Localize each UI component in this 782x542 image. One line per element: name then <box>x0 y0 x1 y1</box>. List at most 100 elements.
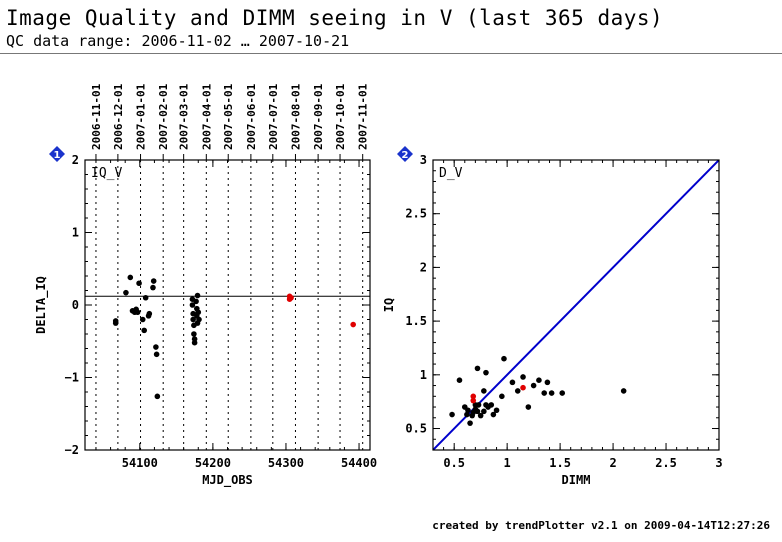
data-point <box>483 369 489 376</box>
data-point <box>150 284 156 291</box>
data-point <box>475 402 482 408</box>
page-subtitle: QC data range: 2006-11-02 … 2007-10-21 <box>6 32 350 50</box>
data-point <box>474 365 481 372</box>
data-point <box>191 339 198 346</box>
data-point <box>141 327 147 334</box>
data-point <box>481 388 487 394</box>
data-point <box>153 344 159 350</box>
data-point <box>477 412 484 419</box>
x-tick-label: 54200 <box>195 456 231 470</box>
data-point <box>467 420 473 426</box>
plot-frame <box>84 159 371 451</box>
data-point <box>525 404 532 410</box>
panel-label: D_V <box>439 166 463 181</box>
data-point <box>449 411 455 418</box>
data-point <box>470 393 477 400</box>
y-tick-label: −2 <box>65 443 79 457</box>
panel-label: IQ_V <box>91 166 122 181</box>
x-tick-label: 0.5 <box>443 456 465 470</box>
data-point <box>520 374 526 380</box>
plot-frame <box>432 159 720 451</box>
data-point <box>190 316 196 323</box>
date-tick-label: 2007-07-01 <box>267 83 280 150</box>
x-axis-label: DIMM <box>562 473 591 487</box>
date-tick-label: 2007-11-01 <box>357 83 370 150</box>
chart-panel-1: 2006-11-01 2006-12-01 2007-01-01 2007-02-01… <box>34 83 377 488</box>
data-point <box>456 377 463 383</box>
chart-panel-2: 0.5 1 1.5 2 2.5 3 0.5 1 1.5 2 2.5 3 DIMM IQ D_V 2 <box>382 146 723 487</box>
x-tick-label: 54100 <box>122 456 158 470</box>
date-tick-label: 2007-09-01 <box>312 83 325 150</box>
data-point <box>153 351 160 358</box>
date-tick-label: 2007-10-01 <box>334 83 347 150</box>
data-point <box>195 309 202 316</box>
data-point <box>150 278 157 284</box>
date-tick-label: 2007-06-01 <box>245 83 258 150</box>
y-tick-label: 1 <box>72 226 79 240</box>
x-tick-label: 1 <box>504 456 511 470</box>
data-point <box>544 379 551 386</box>
data-point <box>154 393 161 400</box>
y-tick-label: 2 <box>420 260 427 274</box>
data-point <box>474 408 481 415</box>
data-point <box>520 384 526 391</box>
x-tick-label: 2.5 <box>655 456 677 470</box>
page-title: Image Quality and DIMM seeing in V (last… <box>6 6 664 30</box>
date-tick-label: 2006-12-01 <box>112 83 125 150</box>
data-point <box>146 310 153 317</box>
data-point <box>142 294 149 301</box>
y-axis-label: IQ <box>382 298 396 312</box>
header-divider <box>0 53 782 54</box>
data-point <box>470 397 477 404</box>
x-tick-label: 1.5 <box>549 456 571 470</box>
data-point <box>465 407 471 414</box>
data-point <box>127 274 134 281</box>
data-point <box>189 302 196 308</box>
data-point <box>530 382 537 389</box>
data-point <box>193 298 199 305</box>
date-tick-label: 2007-04-01 <box>200 83 213 150</box>
panel-badge-diamond <box>49 146 65 162</box>
date-tick-label: 2007-03-01 <box>178 83 191 150</box>
x-tick-label: 54300 <box>268 456 304 470</box>
data-point <box>350 321 356 328</box>
data-point <box>139 316 146 323</box>
date-tick-label: 2007-02-01 <box>157 83 170 150</box>
y-tick-label: −1 <box>65 371 79 385</box>
data-point <box>464 411 470 418</box>
y-tick-label: 2.5 <box>405 207 427 221</box>
x-tick-label: 3 <box>715 456 722 470</box>
data-point <box>123 289 129 296</box>
data-point <box>191 331 197 337</box>
y-tick-label: 0.5 <box>405 422 427 436</box>
data-point <box>536 377 542 383</box>
data-point <box>288 294 294 301</box>
panel-badge-diamond <box>397 146 413 162</box>
data-point <box>509 379 516 386</box>
data-point <box>196 316 202 323</box>
y-tick-label: 2 <box>72 153 79 167</box>
y-tick-label: 1 <box>420 368 427 382</box>
data-point <box>134 309 141 316</box>
data-point <box>514 388 521 394</box>
data-point <box>493 407 500 414</box>
data-point <box>481 408 487 415</box>
data-point <box>488 402 495 408</box>
x-axis-label: MJD_OBS <box>202 473 253 488</box>
data-point <box>541 390 548 396</box>
data-point <box>548 390 555 396</box>
footer-credit: created by trendPlotter v2.1 on 2009-04-… <box>432 519 770 532</box>
diagonal-line <box>433 160 719 450</box>
date-tick-label: 2007-05-01 <box>222 83 235 150</box>
y-tick-label: 3 <box>420 153 427 167</box>
data-point <box>490 411 497 418</box>
data-point <box>194 292 201 299</box>
date-tick-label: 2006-11-01 <box>90 83 103 150</box>
date-tick-label: 2007-01-01 <box>135 83 148 150</box>
data-point <box>559 390 566 396</box>
y-tick-label: 1.5 <box>405 314 427 328</box>
x-tick-label: 54400 <box>341 456 377 470</box>
y-tick-label: 0 <box>72 298 79 312</box>
data-point <box>501 355 507 362</box>
